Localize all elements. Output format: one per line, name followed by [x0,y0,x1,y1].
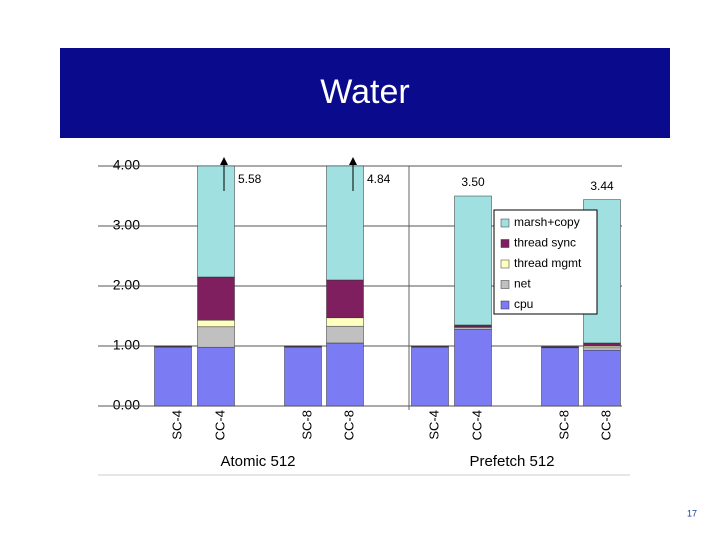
legend-box [493,209,598,315]
bar-segment [583,345,621,349]
bar-segment [284,346,322,407]
total-label: 5.58 [238,172,262,186]
total-label: 4.84 [367,172,391,186]
legend-label: net [514,277,531,291]
overflow-arrow-head [349,157,357,165]
bar-segment [197,276,235,321]
bar-segment [583,349,621,407]
x-tick-label-group: SC-8 [299,410,314,440]
x-tick-label-group: CC-8 [598,410,613,440]
bar-segment [411,346,449,407]
bar-segment [411,345,449,347]
bar-segment [454,327,492,330]
legend-swatch [500,218,510,228]
legend-swatch [500,280,510,289]
slide-title: Water [320,73,409,111]
legend-swatch [500,300,510,310]
bar-segment [154,346,192,407]
bar-segment [583,347,621,351]
y-tick-label: 3.00 [113,217,140,233]
y-tick-label: 2.00 [113,277,140,293]
bar-segment [326,325,364,344]
bar-segment [583,342,621,347]
x-tick-label: SC-4 [169,410,184,440]
bar-segment [326,342,364,407]
x-tick-label-group: SC-4 [426,410,441,440]
legend-label: thread mgmt [514,256,582,270]
total-label: 3.50 [461,175,485,189]
legend-label: marsh+copy [514,215,580,229]
bar-segment [197,326,235,348]
x-tick-label: CC-4 [212,410,227,440]
y-tick-label: 0.00 [113,397,140,413]
y-tick-label: 1.00 [113,337,140,353]
x-tick-label: SC-4 [426,410,441,440]
y-tick-label: 4.00 [113,157,140,173]
x-tick-label-group: CC-4 [212,410,227,440]
bar-segment [454,195,492,326]
bar-segment [326,279,364,319]
x-tick-label: CC-4 [469,410,484,440]
bar-segment [326,317,364,327]
bar-segment [284,345,322,347]
legend-swatch [500,239,510,248]
x-tick-label-group: CC-4 [469,410,484,440]
x-tick-label: SC-8 [299,410,314,440]
bar-segment [326,165,364,281]
title-banner [60,48,670,138]
bar-segment [454,328,492,407]
bar-segment [541,346,579,348]
x-tick-label: CC-8 [341,410,356,440]
page-number: 17 [687,508,697,518]
bar-segment [154,345,192,347]
bar-segment [197,165,235,278]
bar-segment [197,346,235,407]
bar-segment [541,347,579,407]
bar-segment [454,324,492,328]
legend-swatch [500,259,510,269]
group-label: Prefetch 512 [469,453,554,470]
x-tick-label-group: SC-4 [169,410,184,440]
legend-label: cpu [514,297,533,311]
bar-segment [197,319,235,328]
x-tick-label-group: SC-8 [556,410,571,440]
x-tick-label: CC-8 [598,410,613,440]
x-tick-label: SC-8 [556,410,571,440]
x-tick-label-group: CC-8 [341,410,356,440]
group-label: Atomic 512 [220,453,295,470]
total-label: 3.44 [590,179,614,193]
legend-label: thread sync [514,236,576,250]
overflow-arrow-head [220,157,228,165]
